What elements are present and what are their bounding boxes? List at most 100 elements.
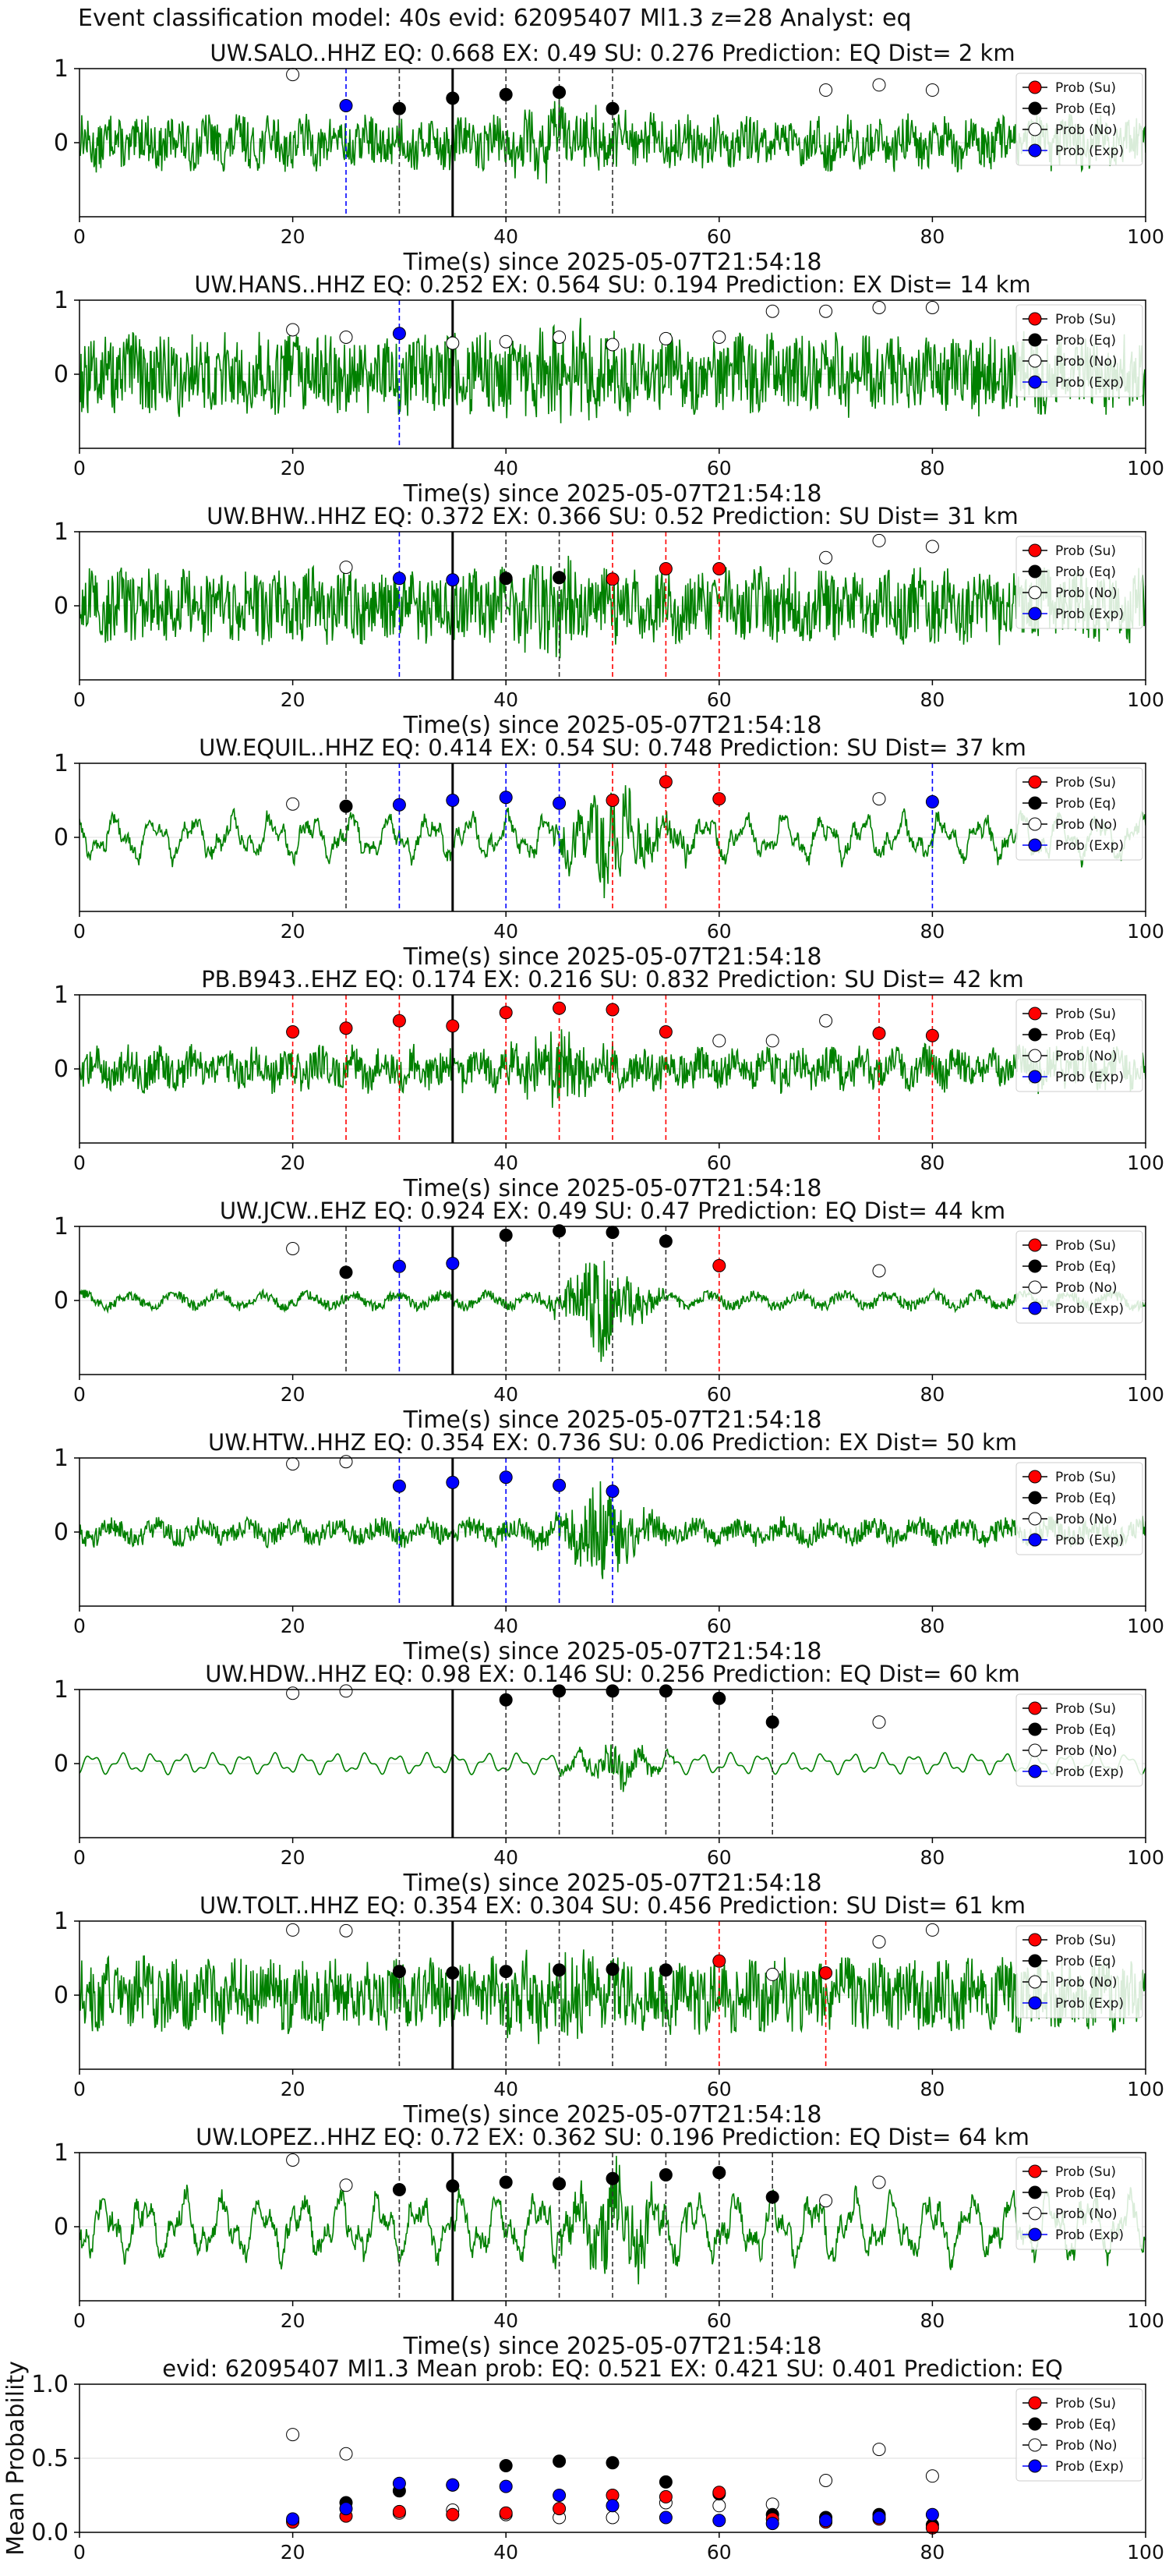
- xtick-label: 40: [493, 2078, 518, 2100]
- marker-eq: [339, 1265, 353, 1279]
- marker-eq: [392, 101, 406, 115]
- ytick-label: 0: [54, 593, 69, 620]
- marker-exp: [339, 2502, 353, 2516]
- marker-no: [286, 1457, 300, 1471]
- xaxis-label: Time(s) since 2025-05-07T21:54:18: [403, 2333, 822, 2360]
- ytick-label: 1: [54, 1213, 69, 1240]
- ytick-label: 1: [54, 55, 69, 83]
- legend-marker-exp: [1028, 1996, 1042, 2010]
- marker-no: [606, 2511, 620, 2525]
- legend-label-eq: Prob (Eq): [1055, 333, 1116, 349]
- legend-box: [1015, 2388, 1143, 2482]
- xtick-label: 60: [707, 2078, 732, 2100]
- legend: Prob (Su) Prob (Eq) Prob (No) Prob (Exp): [1015, 536, 1143, 629]
- ytick-label: 1.0: [31, 2371, 69, 2398]
- marker-eq: [712, 2166, 726, 2180]
- marker-eq: [606, 1684, 620, 1698]
- marker-eq: [392, 2183, 406, 2196]
- marker-su: [872, 1026, 886, 1040]
- marker-su: [659, 2489, 673, 2503]
- subplot-title: UW.BHW..HHZ EQ: 0.372 EX: 0.366 SU: 0.52…: [207, 503, 1019, 529]
- marker-eq: [446, 2179, 460, 2193]
- legend-label-su: Prob (Su): [1055, 1007, 1116, 1022]
- xtick-label: 40: [493, 2541, 518, 2564]
- xtick-label: 20: [281, 1383, 305, 1406]
- marker-eq: [499, 571, 513, 586]
- xaxis-label: Time(s) since 2025-05-07T21:54:18: [403, 1175, 822, 1202]
- marker-no: [819, 1014, 833, 1028]
- xtick-label: 100: [1127, 1846, 1164, 1869]
- marker-no: [286, 68, 300, 82]
- ytick-label: 1: [54, 2139, 69, 2167]
- legend: Prob (Su) Prob (Eq) Prob (No) Prob (Exp): [1015, 767, 1143, 861]
- subplot-title: UW.EQUIL..HHZ EQ: 0.414 EX: 0.54 SU: 0.7…: [199, 734, 1026, 761]
- legend-box: [1015, 1230, 1143, 1324]
- legend-label-exp: Prob (Exp): [1055, 1533, 1124, 1548]
- marker-eq: [659, 1963, 673, 1977]
- marker-no: [712, 1034, 726, 1048]
- marker-su: [712, 1258, 726, 1272]
- marker-no: [872, 78, 886, 92]
- xtick-label: 40: [493, 920, 518, 943]
- legend-marker-exp: [1028, 2227, 1042, 2242]
- legend-marker-eq: [1028, 2185, 1042, 2199]
- legend-box: [1015, 999, 1143, 1092]
- marker-exp: [286, 2512, 300, 2526]
- legend-label-su: Prob (Su): [1055, 1701, 1116, 1717]
- marker-su: [659, 1025, 673, 1039]
- xtick-label: 60: [707, 1383, 732, 1406]
- marker-eq: [765, 2190, 779, 2204]
- marker-eq: [392, 1965, 406, 1979]
- ytick-label: 1: [54, 1445, 69, 1472]
- legend-label-no: Prob (No): [1055, 1512, 1118, 1527]
- xtick-label: 100: [1127, 2541, 1164, 2564]
- legend-label-exp: Prob (Exp): [1055, 143, 1124, 159]
- marker-exp: [553, 1478, 567, 1492]
- xtick-label: 0: [73, 225, 86, 248]
- ytick-label: 0: [54, 1519, 69, 1546]
- legend-marker-no: [1028, 2206, 1042, 2220]
- legend-marker-exp: [1028, 838, 1042, 852]
- subplot-8: UW.HDW..HHZ EQ: 0.98 EX: 0.146 SU: 0.256…: [54, 1661, 1164, 1897]
- marker-su: [659, 775, 673, 789]
- marker-su: [392, 2504, 406, 2518]
- legend-label-eq: Prob (Eq): [1055, 1954, 1116, 1969]
- yaxis-label: Mean Probability: [2, 2361, 30, 2556]
- xtick-label: 40: [493, 457, 518, 479]
- legend-marker-su: [1028, 1470, 1042, 1484]
- marker-no: [925, 540, 939, 554]
- legend-marker-eq: [1028, 1259, 1042, 1273]
- xtick-label: 80: [920, 1383, 945, 1406]
- legend-marker-no: [1028, 1280, 1042, 1294]
- legend: Prob (Su) Prob (Eq) Prob (No) Prob (Exp): [1015, 2157, 1143, 2250]
- waveform-trace: [79, 97, 1146, 184]
- marker-eq: [659, 1684, 673, 1698]
- marker-exp: [553, 2489, 567, 2502]
- legend-box: [1015, 304, 1143, 398]
- legend-label-exp: Prob (Exp): [1055, 838, 1124, 854]
- xaxis-label: Time(s) since 2025-05-07T21:54:18: [403, 1407, 822, 1434]
- xtick-label: 100: [1127, 688, 1164, 711]
- marker-exp: [499, 1470, 513, 1484]
- marker-eq: [659, 2475, 673, 2489]
- xtick-label: 60: [707, 2309, 732, 2332]
- legend-label-exp: Prob (Exp): [1055, 1301, 1124, 1317]
- legend-label-eq: Prob (Eq): [1055, 1722, 1116, 1738]
- marker-no: [925, 301, 939, 314]
- marker-no: [286, 1686, 300, 1700]
- legend-label-su: Prob (Su): [1055, 543, 1116, 559]
- legend-label-exp: Prob (Exp): [1055, 1070, 1124, 1085]
- marker-no: [286, 323, 300, 337]
- xaxis-label: Time(s) since 2025-05-07T21:54:18: [403, 712, 822, 739]
- marker-eq: [606, 1962, 620, 1976]
- legend-marker-eq: [1028, 1491, 1042, 1505]
- subplot-10: UW.LOPEZ..HHZ EQ: 0.72 EX: 0.362 SU: 0.1…: [54, 2124, 1164, 2360]
- legend-label-su: Prob (Su): [1055, 1933, 1116, 1948]
- marker-exp: [819, 2514, 833, 2528]
- marker-eq: [446, 1966, 460, 1980]
- subplot-9: UW.TOLT..HHZ EQ: 0.354 EX: 0.304 SU: 0.4…: [54, 1892, 1164, 2128]
- marker-no: [339, 561, 353, 575]
- legend-label-no: Prob (No): [1055, 1743, 1118, 1759]
- figure-suptitle: Event classification model: 40s evid: 62…: [78, 5, 912, 32]
